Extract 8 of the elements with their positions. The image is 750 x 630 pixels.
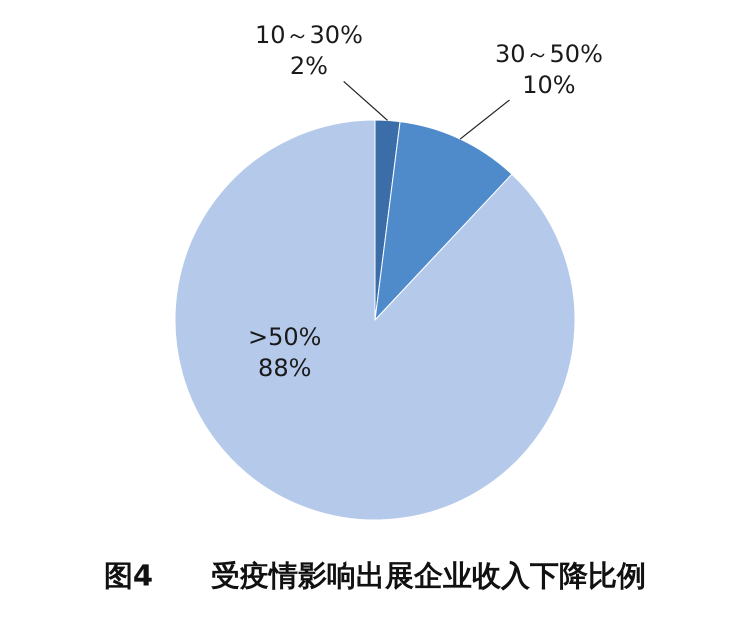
slice-label: 30～50% <box>495 40 603 68</box>
data-label: 88% <box>258 354 312 382</box>
slice-label: 10～30% <box>255 21 363 49</box>
data-label: 2% <box>290 52 328 80</box>
text: 图4 受疫情影响出展企业收入下降比例 <box>104 558 646 592</box>
pie-slice <box>174 120 576 520</box>
data-label: 10% <box>522 71 576 100</box>
slice-label: >50% <box>248 323 322 351</box>
